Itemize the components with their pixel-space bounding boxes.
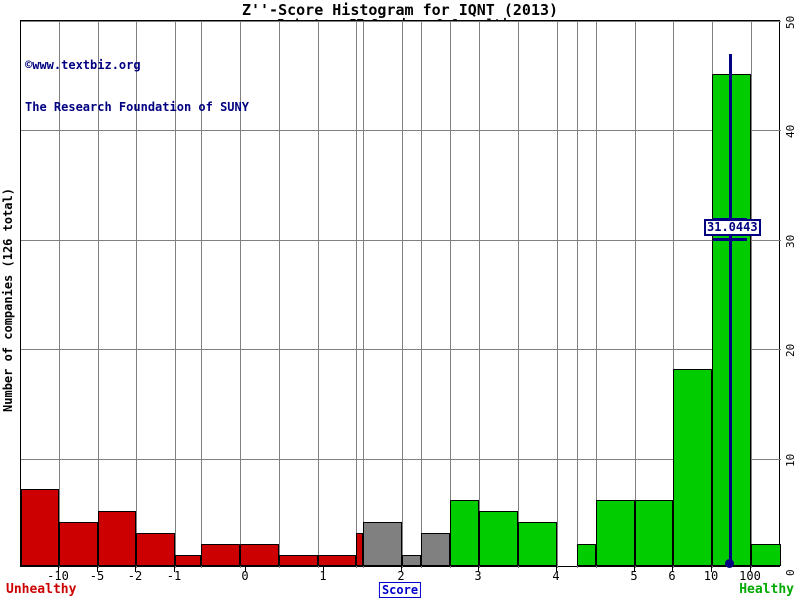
x-tick-label: -2 bbox=[127, 569, 143, 583]
x-tick-mark bbox=[58, 567, 59, 572]
gridline-x bbox=[201, 21, 202, 568]
x-tick-mark bbox=[672, 567, 673, 572]
x-tick-mark bbox=[97, 567, 98, 572]
gridline-x bbox=[279, 21, 280, 568]
gridline-x bbox=[402, 21, 403, 568]
y-tick-label: 0 bbox=[784, 569, 797, 576]
y-tick-label: 20 bbox=[784, 343, 797, 358]
gridline-x bbox=[479, 21, 480, 568]
unhealthy-label: Unhealthy bbox=[6, 582, 77, 597]
x-tick-label: 6 bbox=[668, 569, 676, 583]
histogram-bar bbox=[279, 555, 318, 566]
histogram-bar bbox=[673, 369, 712, 566]
gridline-y-50 bbox=[21, 21, 781, 22]
x-tick-mark bbox=[323, 567, 324, 572]
histogram-bar bbox=[59, 522, 98, 566]
x-tick-mark bbox=[174, 567, 175, 572]
chart-title: Z''-Score Histogram for IQNT (2013) bbox=[241, 1, 559, 19]
gridline-y-40 bbox=[21, 130, 781, 132]
histogram-bar bbox=[21, 489, 59, 566]
x-tick-label: 0 bbox=[241, 569, 249, 583]
marker-dot bbox=[725, 559, 734, 568]
histogram-bar bbox=[479, 511, 518, 566]
histogram-bar bbox=[635, 500, 673, 566]
x-tick-mark bbox=[711, 567, 712, 572]
x-tick-label: -10 bbox=[47, 569, 69, 583]
gridline-x bbox=[363, 21, 364, 568]
gridline-x bbox=[136, 21, 137, 568]
x-tick-label: 3 bbox=[474, 569, 482, 583]
x-axis-label: Score bbox=[378, 582, 422, 598]
histogram-bar bbox=[402, 555, 421, 566]
histogram-bar bbox=[175, 555, 201, 566]
histogram-bar bbox=[356, 533, 363, 566]
gridline-x bbox=[318, 21, 319, 568]
x-tick-mark bbox=[401, 567, 402, 572]
gridline-x bbox=[557, 21, 558, 568]
gridline-x bbox=[421, 21, 422, 568]
histogram-bar bbox=[363, 522, 402, 566]
x-tick-label: 2 bbox=[397, 569, 405, 583]
x-tick-mark bbox=[135, 567, 136, 572]
y-tick-label: 10 bbox=[784, 453, 797, 467]
gridline-x bbox=[240, 21, 241, 568]
y-tick-label: 30 bbox=[784, 234, 797, 248]
x-tick-label: 1 bbox=[319, 569, 327, 583]
gridline-x bbox=[596, 21, 597, 568]
copyright-notice: ©www.textbiz.org The Research Foundation… bbox=[25, 30, 249, 142]
histogram-bar bbox=[518, 522, 557, 566]
gridline-x bbox=[98, 21, 99, 568]
histogram-bar bbox=[98, 511, 136, 566]
gridline-x bbox=[577, 21, 578, 568]
x-tick-label: -5 bbox=[89, 569, 105, 583]
x-tick-mark bbox=[634, 567, 635, 572]
x-tick-label: 4 bbox=[552, 569, 560, 583]
x-tick-mark bbox=[245, 567, 246, 572]
histogram-bar bbox=[240, 544, 279, 566]
histogram-bar bbox=[421, 533, 450, 566]
gridline-y-20 bbox=[21, 349, 781, 351]
copyright-line-2: The Research Foundation of SUNY bbox=[25, 100, 249, 114]
gridline-x bbox=[59, 21, 60, 568]
y-axis-label: Number of companies (126 total) bbox=[1, 188, 15, 412]
histogram-bar bbox=[596, 500, 635, 566]
marker-value-label: 31.0443 bbox=[704, 219, 761, 237]
healthy-label: Healthy bbox=[739, 582, 794, 597]
gridline-x bbox=[450, 21, 451, 568]
plot-area: 31.0443 bbox=[20, 20, 781, 568]
gridline-x bbox=[673, 21, 674, 568]
gridline-x bbox=[356, 21, 357, 568]
gridline-x bbox=[635, 21, 636, 568]
gridline-y-10 bbox=[21, 458, 781, 460]
y-tick-label: 40 bbox=[784, 125, 797, 139]
x-tick-label: 100 bbox=[739, 569, 761, 583]
histogram-bar bbox=[136, 533, 175, 566]
marker-cap-bottom bbox=[713, 238, 747, 242]
gridline-x bbox=[518, 21, 519, 568]
gridline-y-30 bbox=[21, 239, 781, 241]
histogram-bar bbox=[201, 544, 240, 566]
marker-line bbox=[729, 53, 732, 564]
y-tick-label: 50 bbox=[784, 15, 797, 29]
histogram-bar bbox=[751, 544, 781, 566]
x-tick-mark bbox=[478, 567, 479, 572]
copyright-line-1: ©www.textbiz.org bbox=[25, 58, 141, 72]
x-tick-label: -1 bbox=[166, 569, 182, 583]
gridline-x bbox=[175, 21, 176, 568]
x-tick-mark bbox=[750, 567, 751, 572]
x-tick-label: 10 bbox=[703, 569, 719, 583]
gridline-x bbox=[751, 21, 752, 568]
x-tick-label: 5 bbox=[630, 569, 638, 583]
histogram-bar bbox=[318, 555, 356, 566]
x-tick-mark bbox=[556, 567, 557, 572]
histogram-bar bbox=[450, 500, 479, 566]
histogram-bar bbox=[577, 544, 596, 566]
